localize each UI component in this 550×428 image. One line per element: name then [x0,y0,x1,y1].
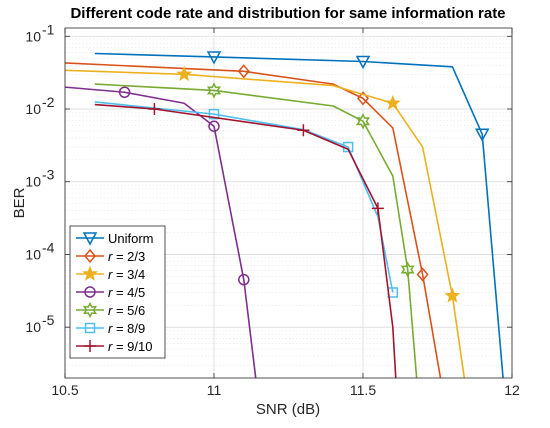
y-tick-label: 10 [25,319,41,335]
series-point-marker [176,65,193,82]
legend-label: r = 8/9 [108,321,145,336]
legend: Uniform r = 2/3 r = 3/4 r = 4/5 r = 5/6 r = 8… [69,225,166,359]
legend-label: r = 4/5 [108,285,145,300]
y-tick-exponent: -5 [42,312,55,328]
series-group [94,51,504,379]
legend-marker [82,301,98,319]
series-point-marker [208,108,220,120]
series-point-marker [384,94,401,111]
series-group [64,62,442,379]
y-tick-label: 10 [25,246,41,262]
legend-label: r = 3/4 [108,267,145,282]
legend-entry: r = 9/10 [76,339,152,354]
legend-marker [82,232,98,246]
legend-marker [84,286,96,298]
series-point-marker [444,287,461,303]
x-tick-label: 11 [207,382,222,398]
legend-entry: r = 4/5 [76,285,145,300]
legend-marker [84,340,96,352]
legend-label: Uniform [108,231,154,246]
series-point-marker [208,120,220,132]
series-group [64,65,466,379]
legend-label: r = 2/3 [108,249,145,264]
plot-frame [64,27,513,379]
series-point-marker [474,128,490,142]
legend-entry: r = 3/4 [76,265,145,282]
y-tick-exponent: -4 [42,239,55,255]
series-line [64,62,442,379]
series-point-marker [206,82,222,99]
series-point-marker [400,261,415,278]
legend-entry: r = 8/9 [76,321,145,336]
y-axis-label: BER [11,187,28,218]
legend-entry: r = 2/3 [76,248,145,264]
series-point-marker [206,51,222,65]
series-point-marker [416,267,429,282]
legend-marker [84,248,96,264]
y-tick-label: 10 [25,28,41,44]
series-point-marker [237,64,250,79]
series-point-marker [355,55,371,70]
legend-entry: r = 5/6 [76,301,145,319]
legend-label: r = 9/10 [108,339,152,354]
y-tick-label: 10 [25,174,41,190]
series-point-marker [238,273,250,286]
y-tick-exponent: -1 [42,21,55,37]
series-point-marker [118,86,131,98]
y-tick-exponent: -2 [42,94,55,110]
x-tick-label: 10.5 [51,382,78,398]
series-point-marker [357,91,369,106]
series-group [94,103,397,379]
series-point-marker [297,124,310,137]
series-lines [64,51,504,379]
x-tick-label: 11.5 [350,382,376,398]
x-axis-label: SNR (dB) [256,401,320,418]
x-tick-label: 12 [504,382,520,398]
legend-marker [84,322,96,334]
series-line [94,52,504,379]
chart-title: Different code rate and distribution for… [70,5,505,22]
legend-label: r = 5/6 [108,303,145,318]
legend-entry: Uniform [76,231,154,246]
series-point-marker [355,113,371,130]
y-tick-exponent: -3 [42,167,55,183]
y-tick-label: 10 [25,101,41,117]
series-point-marker [371,202,384,215]
series-line [94,83,418,379]
series-point-marker [148,103,161,116]
legend-marker [82,265,98,281]
series-group [94,82,418,379]
